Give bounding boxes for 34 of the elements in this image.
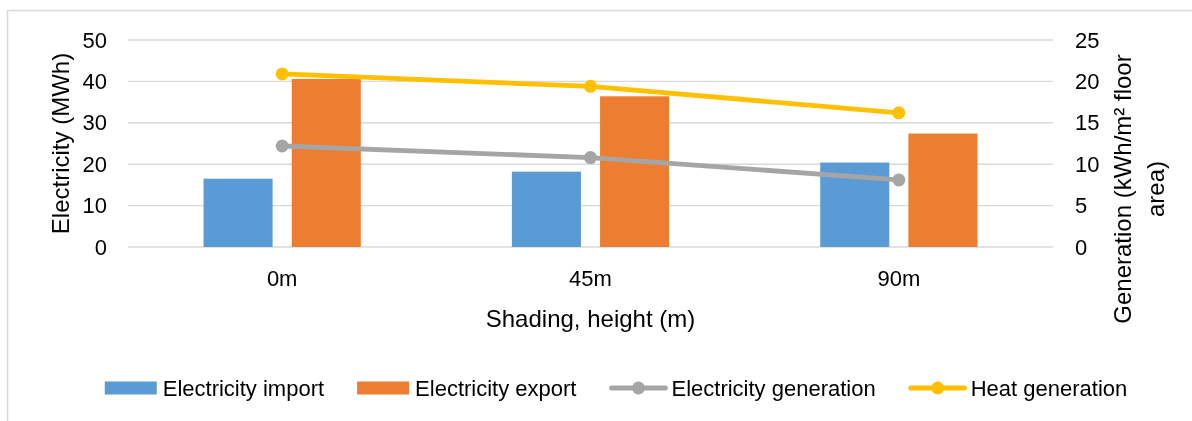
bar <box>820 162 890 247</box>
y2-tick-label: 25 <box>1075 27 1100 53</box>
point <box>275 67 289 81</box>
bar <box>203 178 273 247</box>
x-axis-title: Shading, height (m) <box>485 304 696 332</box>
legend-label: Electricity import <box>162 375 325 401</box>
y2-axis-title: Generation (kWh/m² floor area) <box>1108 54 1169 324</box>
point <box>275 139 289 153</box>
y2-tick-label: 20 <box>1075 68 1100 94</box>
y2-tick-label: 5 <box>1075 193 1088 219</box>
bar <box>511 171 581 247</box>
x-tick-label: 90m <box>877 265 921 291</box>
bar <box>600 96 670 247</box>
y2-tick-label: 15 <box>1075 110 1100 136</box>
y-tick-label: 30 <box>82 110 107 136</box>
bar <box>291 78 361 247</box>
point <box>892 173 906 187</box>
y-tick-label: 20 <box>82 151 107 177</box>
x-tick-label: 0m <box>266 265 298 291</box>
legend-label: Electricity export <box>415 375 577 401</box>
point <box>584 79 597 93</box>
y-tick-label: 50 <box>82 27 107 53</box>
legend-label: Heat generation <box>970 375 1128 401</box>
y2-tick-label: 10 <box>1075 151 1100 177</box>
y-tick-label: 0 <box>94 234 107 260</box>
point <box>892 106 906 120</box>
y-tick-label: 10 <box>82 193 107 219</box>
x-tick-label: 45m <box>569 265 612 291</box>
y-axis-title: Electricity (MWh) <box>46 52 74 235</box>
y2-tick-label: 0 <box>1075 234 1088 260</box>
point <box>584 151 597 165</box>
legend-label: Electricity generation <box>671 375 876 401</box>
bar <box>908 133 978 247</box>
y-tick-label: 40 <box>82 68 107 94</box>
